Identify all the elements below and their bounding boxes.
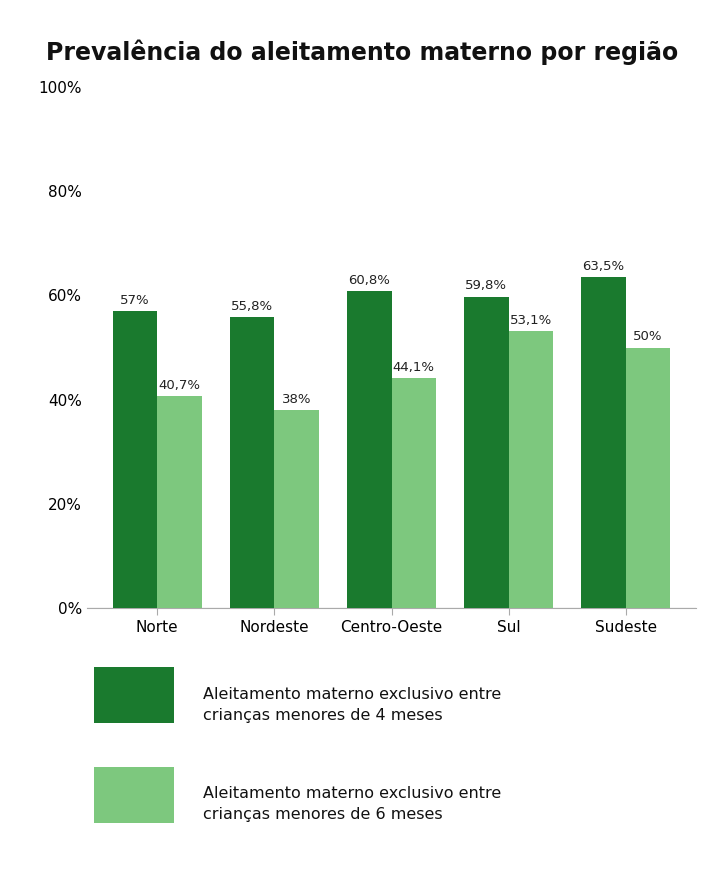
Bar — [392, 378, 436, 608]
Bar — [274, 410, 319, 608]
Text: 63,5%: 63,5% — [582, 260, 624, 273]
Text: 50%: 50% — [633, 330, 663, 343]
Text: 59,8%: 59,8% — [465, 279, 507, 292]
Bar — [157, 396, 202, 608]
Text: Prevalência do aleitamento materno por região: Prevalência do aleitamento materno por r… — [46, 39, 679, 64]
Text: 53,1%: 53,1% — [510, 315, 552, 328]
Bar — [113, 311, 157, 608]
Text: 57%: 57% — [120, 294, 150, 307]
Bar — [230, 317, 274, 608]
Text: Aleitamento materno exclusivo entre
crianças menores de 4 meses: Aleitamento materno exclusivo entre cria… — [203, 687, 501, 722]
Text: 60,8%: 60,8% — [348, 274, 390, 287]
Bar — [626, 348, 670, 608]
Text: Aleitamento materno exclusivo entre
crianças menores de 6 meses: Aleitamento materno exclusivo entre cria… — [203, 786, 501, 822]
Text: 38%: 38% — [282, 393, 311, 406]
Text: 44,1%: 44,1% — [393, 362, 435, 375]
Bar — [347, 291, 392, 608]
Bar — [581, 277, 626, 608]
Bar — [509, 331, 553, 608]
Bar — [464, 296, 509, 608]
Text: 55,8%: 55,8% — [231, 300, 273, 313]
Text: 40,7%: 40,7% — [159, 379, 201, 392]
